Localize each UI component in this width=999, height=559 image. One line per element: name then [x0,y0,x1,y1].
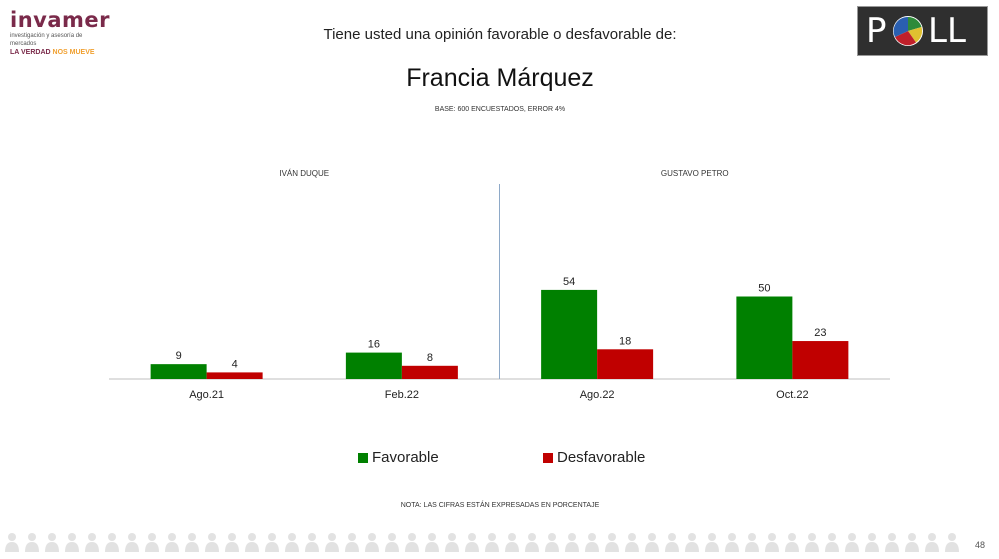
person-icon [685,533,699,552]
chart-subtitle: BASE: 600 ENCUESTADOS, ERROR 4% [434,106,566,113]
person-icon [365,533,379,552]
person-icon [265,533,279,552]
person-icon [585,533,599,552]
data-label-desfavorable-2: 18 [619,335,631,347]
legend-item-favorable: Favorable [358,449,439,466]
data-label-favorable-3: 50 [758,283,770,295]
data-label-desfavorable-0: 4 [232,358,238,370]
poll-logo-text-right: LL [928,11,966,51]
person-icon [65,533,79,552]
person-icon [85,533,99,552]
person-icon [925,533,939,552]
brand-tagline-accent: NOS MUEVE [52,49,95,56]
person-icon [285,533,299,552]
person-icon [825,533,839,552]
person-icon [5,533,19,552]
pie-chart-icon [893,16,923,46]
person-icon [445,533,459,552]
person-icon [885,533,899,552]
person-icon [725,533,739,552]
person-icon [225,533,239,552]
data-label-desfavorable-1: 8 [427,352,433,364]
page-number: 48 [975,540,986,550]
bar-favorable-3 [736,296,793,379]
person-icon [785,533,799,552]
person-icon [325,533,339,552]
invamer-logo: invamer investigación y asesoría de merc… [10,8,110,58]
data-label-favorable-1: 16 [368,339,380,351]
person-icon [645,533,659,552]
person-icon [105,533,119,552]
data-label-desfavorable-3: 23 [814,327,826,339]
x-tick-label-0: Ago.21 [189,389,224,401]
bar-desfavorable-3 [792,341,849,379]
footnote: NOTA: LAS CIFRAS ESTÁN EXPRESADAS EN POR… [400,502,600,509]
person-icon [45,533,59,552]
legend-label-desfavorable: Desfavorable [557,449,646,466]
person-icon [425,533,439,552]
person-icon [905,533,919,552]
bar-favorable-0 [150,364,207,379]
person-icon [745,533,759,552]
person-icon [185,533,199,552]
poll-logo-text-left: P [866,11,887,51]
person-icon [945,533,959,552]
person-icon [605,533,619,552]
person-icon [345,533,359,552]
person-icon [805,533,819,552]
brand-tagline: LA VERDAD NOS MUEVE [10,48,110,58]
person-icon [705,533,719,552]
bar-desfavorable-2 [597,349,654,379]
legend-swatch-desfavorable [543,452,553,463]
legend-swatch-favorable [358,452,368,463]
person-icon [545,533,559,552]
brand-name: invamer [10,8,110,32]
group-label-0: IVÁN DUQUE [279,169,329,178]
bar-chart: 9 4 Ago.21 16 8 Feb.22 54 18 Ago.22 50 23 Oct.22 IVÁ… [109,169,890,401]
brand-subtitle: investigación y asesoría de mercados [10,33,83,47]
person-icon [385,533,399,552]
person-icon [765,533,779,552]
person-icon [145,533,159,552]
bar-desfavorable-0 [206,372,263,379]
person-icon [245,533,259,552]
people-decoration [5,533,959,552]
bar-favorable-1 [345,352,402,379]
person-icon [845,533,859,552]
person-icon [465,533,479,552]
person-icon [25,533,39,552]
brand-tagline-main: LA VERDAD [10,49,51,56]
poll-logo: P LL [857,6,988,56]
person-icon [505,533,519,552]
person-icon [405,533,419,552]
person-icon [485,533,499,552]
data-label-favorable-0: 9 [176,350,182,362]
group-label-1: GUSTAVO PETRO [661,169,729,178]
person-icon [205,533,219,552]
x-tick-label-2: Ago.22 [580,389,615,401]
data-label-favorable-2: 54 [563,276,575,288]
legend-item-desfavorable: Desfavorable [543,449,645,466]
person-icon [525,533,539,552]
person-icon [305,533,319,552]
person-icon [865,533,879,552]
chart-title: Francia Márquez [406,64,594,92]
bar-favorable-2 [541,289,598,379]
survey-question: Tiene usted una opinión favorable o desf… [323,26,677,43]
person-icon [125,533,139,552]
person-icon [165,533,179,552]
x-tick-label-3: Oct.22 [776,389,808,401]
person-icon [665,533,679,552]
legend-label-favorable: Favorable [372,449,439,466]
x-tick-label-1: Feb.22 [385,389,419,401]
person-icon [625,533,639,552]
bar-desfavorable-1 [401,365,458,379]
person-icon [565,533,579,552]
